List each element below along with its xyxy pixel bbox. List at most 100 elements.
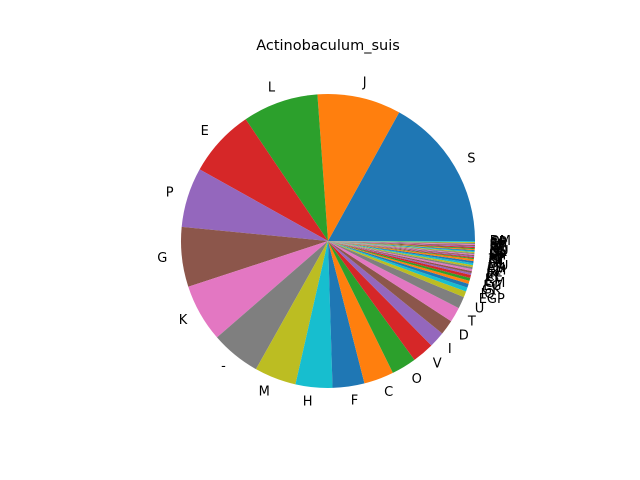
pie-slice-mu <box>328 241 474 266</box>
pie-label-egp: EGP <box>479 292 505 307</box>
pie-slice-g <box>181 226 328 287</box>
pie-label-hp: HP <box>489 250 507 265</box>
pie-label-h: H <box>303 395 313 410</box>
pie-label-lv: LV <box>487 266 502 281</box>
pie-label-ep: EP <box>490 239 506 254</box>
pie-slice-hp <box>328 241 475 257</box>
pie-label-dash: - <box>221 359 226 374</box>
pie-label-dm: DM <box>490 234 511 249</box>
pie-slice-t <box>328 241 459 322</box>
pie-slice-ep <box>328 241 475 247</box>
pie-label-u: U <box>475 301 485 316</box>
pie-label-cp: CP <box>490 235 507 250</box>
pie-slice-lv <box>328 241 473 272</box>
pie-slice-im <box>328 241 474 262</box>
pie-label-g: G <box>157 251 167 266</box>
pie-slice-i <box>328 241 443 346</box>
pie-slice-j <box>317 93 400 241</box>
pie-label-ko: KO <box>489 243 507 258</box>
pie-label-e: E <box>201 124 209 139</box>
pie-slice-dm <box>328 241 475 243</box>
pie-slice-dj <box>328 241 475 254</box>
pie-slice-egp <box>328 241 467 298</box>
pie-slice-pt <box>328 241 475 259</box>
pie-label-gt: GT <box>490 240 508 255</box>
pie-slice-jk <box>328 241 472 274</box>
pie-slice-kt <box>328 241 472 278</box>
pie-slice-e <box>199 119 328 241</box>
pie-label-gm: GM <box>484 276 505 291</box>
pie-slice-gl <box>328 241 475 253</box>
pie-slice-nu <box>328 241 475 252</box>
pie-label-ce: CE <box>486 270 503 285</box>
pie-label-p: P <box>166 185 174 200</box>
pie-label-f: F <box>351 394 358 409</box>
pie-slice-f <box>328 241 365 388</box>
pie-label-pt: PT <box>489 252 505 267</box>
pie-label-o: O <box>412 372 422 387</box>
pie-slice-l <box>245 94 328 241</box>
pie-slice-u <box>328 241 464 309</box>
pie-label-fp: FP <box>489 251 504 266</box>
pie-label-hj: HJ <box>490 242 504 257</box>
pie-slice-h <box>295 241 333 388</box>
pie-slice-eh <box>328 241 474 268</box>
pie-slice-iq <box>328 241 468 292</box>
pie-label-l: L <box>268 81 276 96</box>
pie-label-eh: EH <box>487 261 505 276</box>
pie-label-fh: FH <box>489 249 506 264</box>
chart-title: Actinobaculum_suis <box>256 38 400 54</box>
pie-slice-gk <box>328 241 469 288</box>
pie-label-dj: DJ <box>489 246 503 261</box>
pie-slices <box>181 93 475 388</box>
pie-label-s: S <box>467 151 475 166</box>
pie-label-j: J <box>362 76 367 91</box>
pie-slice-gt <box>328 241 475 248</box>
pie-label-gl: GL <box>489 245 507 260</box>
pie-slice-k <box>188 241 328 338</box>
pie-slice-o <box>328 241 415 373</box>
pie-slice-m <box>255 241 328 385</box>
pie-label-nu: NU <box>489 244 508 259</box>
pie-slice-p <box>181 169 328 241</box>
pie-slice-fp <box>328 241 475 258</box>
pie-label-iq: IQ <box>481 287 495 302</box>
pie-slice-dash <box>216 241 328 370</box>
pie-slice-cp <box>328 241 475 244</box>
pie-slice-c <box>328 241 393 384</box>
pie-slice-kl <box>328 241 474 260</box>
pie-slice-jm <box>328 241 475 249</box>
pie-label-kt: KT <box>485 273 501 288</box>
pie-slice-lo <box>328 241 475 255</box>
pie-slice-fg <box>328 241 475 245</box>
pie-label-t: T <box>467 315 476 330</box>
pie-label-jm: JM <box>489 241 505 256</box>
pie-slice-ej <box>328 241 475 246</box>
pie-label-fg: FG <box>490 236 508 251</box>
pie-slice-v <box>328 241 432 360</box>
pie-slice-ko <box>328 241 475 251</box>
pie-label-gk: GK <box>482 283 501 298</box>
pie-label-kl: KL <box>489 253 506 268</box>
pie-label-lo: LO <box>489 247 506 262</box>
pie-label-im: IM <box>488 255 503 270</box>
pie-label-dl: DL <box>488 257 506 272</box>
pie-label-em: EM <box>487 263 506 278</box>
pie-slice-hj <box>328 241 475 250</box>
pie-slice-ce <box>328 241 472 276</box>
pie-label-v: V <box>433 357 442 372</box>
pie-label-c: C <box>384 385 393 400</box>
pie-slice-dl <box>328 241 474 264</box>
pie-label-eg: EG <box>483 279 501 294</box>
pie-slice-s <box>328 112 475 242</box>
pie-slice-em <box>328 241 473 270</box>
pie-label-d: D <box>459 329 469 344</box>
pie-slice-d <box>328 241 452 334</box>
pie-slice-fh <box>328 241 475 256</box>
pie-label-mu: MU <box>488 259 509 274</box>
pie-label-m: M <box>259 384 270 399</box>
pie-slice-gm <box>328 241 471 281</box>
pie-label-k: K <box>179 313 188 328</box>
